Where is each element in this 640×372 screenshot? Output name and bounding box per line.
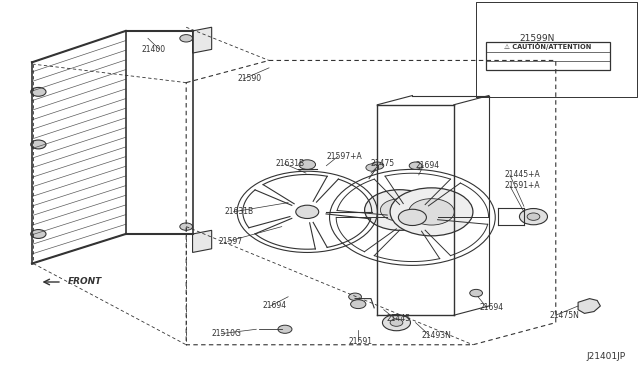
Circle shape bbox=[380, 199, 419, 221]
Text: 21475: 21475 bbox=[371, 159, 395, 169]
Text: FRONT: FRONT bbox=[68, 278, 102, 286]
Circle shape bbox=[383, 314, 410, 331]
Circle shape bbox=[349, 293, 362, 301]
Text: 21591+A: 21591+A bbox=[505, 182, 540, 190]
Circle shape bbox=[351, 300, 366, 309]
Circle shape bbox=[470, 289, 483, 297]
Text: 21631B: 21631B bbox=[225, 207, 253, 217]
Circle shape bbox=[398, 209, 426, 225]
Circle shape bbox=[31, 87, 46, 96]
Text: 21510G: 21510G bbox=[212, 329, 241, 338]
Circle shape bbox=[409, 162, 422, 169]
Text: 21694: 21694 bbox=[415, 161, 440, 170]
Text: J21401JP: J21401JP bbox=[587, 352, 626, 361]
Circle shape bbox=[520, 209, 547, 225]
Circle shape bbox=[371, 162, 384, 169]
Circle shape bbox=[366, 164, 379, 171]
Text: 21400: 21400 bbox=[141, 45, 166, 54]
Text: 21591: 21591 bbox=[349, 337, 372, 346]
Circle shape bbox=[390, 188, 473, 236]
Text: 21597: 21597 bbox=[218, 237, 242, 246]
Text: 21590: 21590 bbox=[237, 74, 261, 83]
Text: 21475N: 21475N bbox=[549, 311, 579, 320]
Text: 21445+A: 21445+A bbox=[505, 170, 541, 179]
Circle shape bbox=[296, 205, 319, 218]
Text: 21493N: 21493N bbox=[422, 331, 452, 340]
Circle shape bbox=[31, 140, 46, 149]
Circle shape bbox=[180, 223, 193, 230]
Polygon shape bbox=[193, 230, 212, 253]
Text: 21694: 21694 bbox=[262, 301, 287, 311]
Text: 21631B: 21631B bbox=[275, 159, 305, 169]
Circle shape bbox=[390, 319, 403, 326]
Text: 21445: 21445 bbox=[387, 314, 411, 323]
Text: ⚠ CAUTION/ATTENTION: ⚠ CAUTION/ATTENTION bbox=[504, 44, 591, 50]
Circle shape bbox=[409, 199, 454, 225]
Circle shape bbox=[365, 190, 435, 230]
Text: 21597+A: 21597+A bbox=[326, 152, 362, 161]
Text: 21599N: 21599N bbox=[519, 34, 554, 43]
Polygon shape bbox=[193, 27, 212, 53]
Polygon shape bbox=[578, 299, 600, 313]
Circle shape bbox=[31, 230, 46, 238]
Circle shape bbox=[527, 213, 540, 220]
Bar bbox=[486, 42, 610, 70]
Circle shape bbox=[180, 35, 193, 42]
Text: 21694: 21694 bbox=[479, 303, 504, 312]
Circle shape bbox=[278, 325, 292, 333]
Circle shape bbox=[299, 160, 316, 169]
